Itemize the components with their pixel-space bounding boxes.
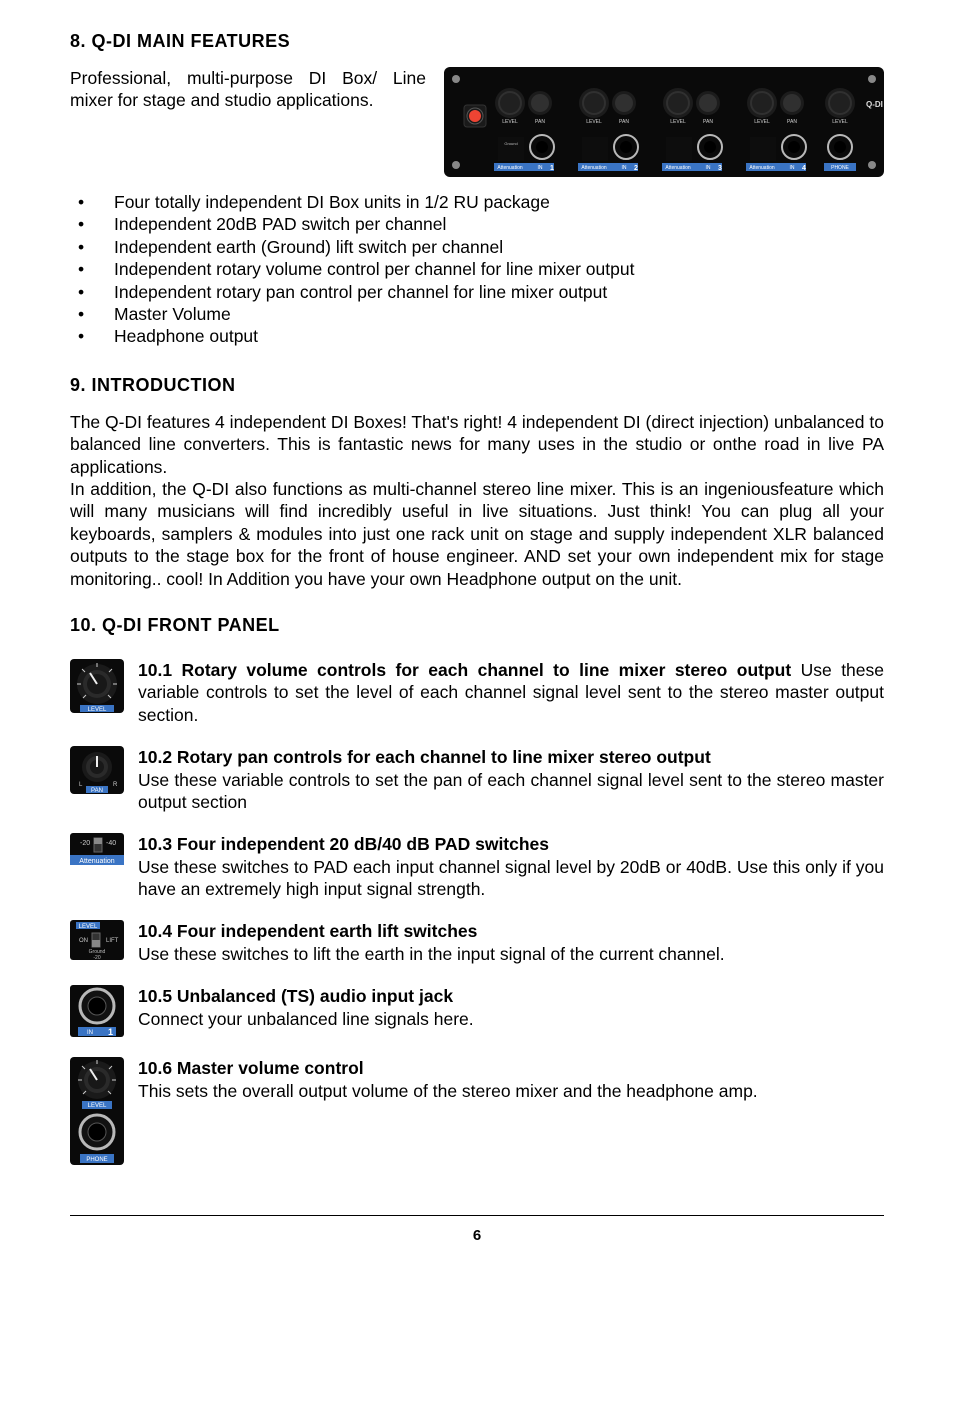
svg-text:LEVEL: LEVEL bbox=[88, 1103, 107, 1109]
panel-body: Use these switches to lift the earth in … bbox=[138, 944, 725, 964]
pan-knob-icon: L R PAN bbox=[70, 746, 124, 794]
svg-text:LEVEL: LEVEL bbox=[754, 119, 770, 125]
svg-text:Attenuation: Attenuation bbox=[79, 858, 115, 865]
panel-text: 10.1 Rotary volume controls for each cha… bbox=[138, 659, 884, 726]
panel-title: 10.4 Four independent earth lift switche… bbox=[138, 921, 477, 941]
level-knob-icon: LEVEL bbox=[70, 659, 124, 713]
panel-body: Use these switches to PAD each input cha… bbox=[138, 857, 884, 899]
section-8-intro-text: Professional, multi-purpose DI Box/ Line… bbox=[70, 67, 426, 112]
svg-text:IN: IN bbox=[790, 165, 795, 171]
svg-text:Ground: Ground bbox=[504, 141, 517, 146]
svg-text:-20: -20 bbox=[80, 840, 90, 847]
svg-text:IN: IN bbox=[538, 165, 543, 171]
svg-text:LEVEL: LEVEL bbox=[79, 924, 98, 930]
svg-text:Attenuation: Attenuation bbox=[581, 165, 607, 171]
svg-text:PAN: PAN bbox=[535, 119, 545, 125]
svg-text:LEVEL: LEVEL bbox=[586, 119, 602, 125]
svg-text:LIFT: LIFT bbox=[106, 938, 119, 944]
section-8-intro-row: Professional, multi-purpose DI Box/ Line… bbox=[70, 67, 884, 177]
svg-text:PHONE: PHONE bbox=[831, 165, 849, 171]
svg-text:3: 3 bbox=[718, 165, 722, 172]
section-8-header: 8. Q-DI MAIN FEATURES bbox=[70, 30, 884, 53]
svg-text:1: 1 bbox=[550, 165, 554, 172]
panel-body: This sets the overall output volume of t… bbox=[138, 1081, 758, 1101]
panel-title: 10.1 Rotary volume controls for each cha… bbox=[138, 660, 791, 680]
earth-lift-switch-icon: LEVEL ON LIFT Ground -20 bbox=[70, 920, 124, 960]
svg-text:ON: ON bbox=[79, 938, 88, 944]
panel-text: 10.5 Unbalanced (TS) audio input jack Co… bbox=[138, 985, 884, 1030]
panel-title: 10.2 Rotary pan controls for each channe… bbox=[138, 747, 711, 767]
section-9-body: The Q-DI features 4 independent DI Boxes… bbox=[70, 411, 884, 590]
svg-text:PAN: PAN bbox=[91, 788, 103, 794]
feature-item: Independent rotary pan control per chann… bbox=[70, 281, 884, 303]
svg-text:IN: IN bbox=[87, 1030, 93, 1036]
panel-item-10-2: L R PAN 10.2 Rotary pan controls for eac… bbox=[70, 746, 884, 813]
panel-text: 10.3 Four independent 20 dB/40 dB PAD sw… bbox=[138, 833, 884, 900]
svg-text:PAN: PAN bbox=[619, 119, 629, 125]
svg-text:R: R bbox=[113, 782, 118, 788]
section-10-header: 10. Q-DI FRONT PANEL bbox=[70, 614, 884, 637]
panel-item-10-6: LEVEL PHONE 10.6 Master volume control T… bbox=[70, 1057, 884, 1165]
input-jack-icon: IN 1 bbox=[70, 985, 124, 1037]
panel-item-10-3: -20 -40 Attenuation 10.3 Four independen… bbox=[70, 833, 884, 900]
svg-text:Attenuation: Attenuation bbox=[749, 165, 775, 171]
svg-text:PAN: PAN bbox=[787, 119, 797, 125]
panel-title: 10.5 Unbalanced (TS) audio input jack bbox=[138, 986, 453, 1006]
features-list: Four totally independent DI Box units in… bbox=[70, 191, 884, 348]
panel-item-10-4: LEVEL ON LIFT Ground -20 10.4 Four indep… bbox=[70, 920, 884, 965]
svg-text:2: 2 bbox=[634, 165, 638, 172]
feature-item: Headphone output bbox=[70, 325, 884, 347]
panel-item-10-5: IN 1 10.5 Unbalanced (TS) audio input ja… bbox=[70, 985, 884, 1037]
svg-text:LEVEL: LEVEL bbox=[502, 119, 518, 125]
panel-body: Connect your unbalanced line signals her… bbox=[138, 1009, 474, 1029]
panel-title: 10.6 Master volume control bbox=[138, 1058, 364, 1078]
svg-text:4: 4 bbox=[802, 165, 806, 172]
feature-item: Master Volume bbox=[70, 303, 884, 325]
footer-rule bbox=[70, 1215, 884, 1216]
svg-text:IN: IN bbox=[706, 165, 711, 171]
section-9-header: 9. INTRODUCTION bbox=[70, 374, 884, 397]
page-number: 6 bbox=[70, 1226, 884, 1245]
device-photo: LEVEL PAN Ground Attenuation IN 1 LEVEL … bbox=[444, 67, 884, 177]
svg-text:LEVEL: LEVEL bbox=[88, 707, 107, 713]
panel-text: 10.6 Master volume control This sets the… bbox=[138, 1057, 884, 1102]
master-volume-icon: LEVEL PHONE bbox=[70, 1057, 124, 1165]
svg-text:-40: -40 bbox=[106, 840, 116, 847]
panel-title: 10.3 Four independent 20 dB/40 dB PAD sw… bbox=[138, 834, 549, 854]
svg-text:LEVEL: LEVEL bbox=[832, 119, 848, 125]
svg-text:LEVEL: LEVEL bbox=[670, 119, 686, 125]
svg-text:1: 1 bbox=[108, 1027, 113, 1037]
svg-text:Q-DI: Q-DI bbox=[866, 100, 883, 109]
panel-body: Use these variable controls to set the p… bbox=[138, 770, 884, 812]
svg-text:-20: -20 bbox=[93, 955, 100, 960]
svg-text:Attenuation: Attenuation bbox=[497, 165, 523, 171]
svg-text:PHONE: PHONE bbox=[86, 1157, 107, 1163]
panel-item-10-1: LEVEL 10.1 Rotary volume controls for ea… bbox=[70, 659, 884, 726]
panel-text: 10.4 Four independent earth lift switche… bbox=[138, 920, 884, 965]
pad-switch-icon: -20 -40 Attenuation bbox=[70, 833, 124, 865]
feature-item: Independent earth (Ground) lift switch p… bbox=[70, 236, 884, 258]
panel-text: 10.2 Rotary pan controls for each channe… bbox=[138, 746, 884, 813]
feature-item: Four totally independent DI Box units in… bbox=[70, 191, 884, 213]
svg-text:PAN: PAN bbox=[703, 119, 713, 125]
feature-item: Independent rotary volume control per ch… bbox=[70, 258, 884, 280]
svg-text:IN: IN bbox=[622, 165, 627, 171]
svg-text:Attenuation: Attenuation bbox=[665, 165, 691, 171]
feature-item: Independent 20dB PAD switch per channel bbox=[70, 213, 884, 235]
